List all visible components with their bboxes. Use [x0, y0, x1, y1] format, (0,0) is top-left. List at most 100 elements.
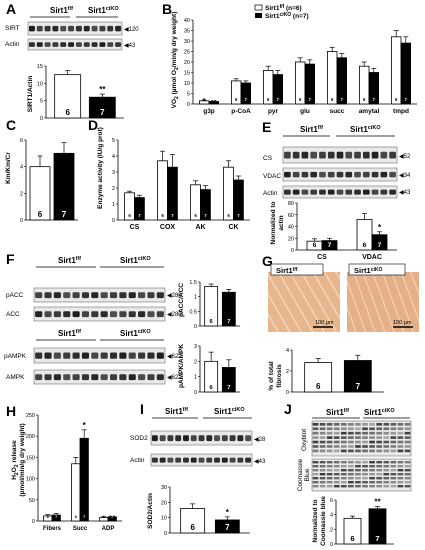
blot-band: [109, 374, 118, 381]
blot-band: [175, 457, 182, 463]
blot-band: [183, 435, 189, 442]
blot-band: [35, 352, 43, 359]
genotype-ff-label: Sirt1f/f: [276, 266, 298, 275]
gel-band: [340, 485, 347, 488]
gel-band: [333, 485, 340, 488]
gel-band: [390, 461, 397, 464]
y-tick-label: 1: [194, 375, 197, 381]
y-tick-label: 150: [26, 455, 35, 461]
chart-g-ylabel: % of totalfibrosis: [268, 361, 283, 390]
gel-band: [319, 465, 326, 468]
n-label: 7: [227, 319, 230, 325]
gel-band: [397, 469, 404, 472]
gel-band: [312, 481, 319, 484]
significance-mark: *: [226, 508, 230, 517]
oxyblot-image: [311, 420, 412, 457]
gel-band: [355, 449, 361, 453]
western-blot-actin: [27, 38, 123, 51]
genotype-ff-label: Sirt1f/f: [58, 329, 81, 338]
blot-band: [336, 171, 344, 178]
legend-label-ff: Sirt1f/f (n=6): [265, 4, 302, 12]
n-label: 6: [313, 242, 317, 249]
blot-band: [44, 352, 52, 359]
blot-band: [151, 435, 158, 442]
blot-band: [301, 171, 309, 178]
blot-band: [301, 151, 309, 159]
gel-band: [348, 427, 354, 431]
n-label: 7: [100, 108, 105, 117]
western-blot-cs: [282, 146, 398, 164]
legend-label-ciko: Sirt1ciKO (n=7): [265, 12, 309, 20]
gel-band: [390, 481, 397, 484]
gel-band: [397, 473, 404, 476]
gel-band: [369, 445, 375, 448]
n-label: 6: [395, 97, 398, 102]
blot-band: [35, 292, 43, 299]
gel-band: [390, 440, 397, 444]
y-tick-label: 100: [26, 477, 35, 483]
blot-band: [198, 457, 205, 463]
significance-mark: **: [99, 85, 106, 94]
blot-band: [190, 435, 197, 442]
gel-band: [312, 449, 319, 453]
n-label: 6: [235, 97, 238, 102]
bar: [71, 463, 81, 522]
blot-band: [336, 151, 344, 159]
y-tick-label: 3: [112, 170, 115, 176]
y-tick-label: 40: [288, 225, 294, 231]
blot-band: [128, 311, 136, 318]
blot-band: [72, 292, 80, 299]
blot-band: [44, 25, 51, 32]
gel-band: [348, 481, 354, 484]
blot-band: [206, 457, 213, 463]
gel-band: [376, 465, 383, 468]
blot-band: [167, 435, 174, 442]
western-blot-vdac: [282, 167, 398, 182]
blot-band: [371, 171, 379, 178]
gel-band: [312, 436, 319, 439]
gel-band: [319, 449, 326, 453]
blot-band: [159, 457, 166, 463]
gel-band: [319, 440, 326, 444]
n-label: 7: [227, 385, 230, 391]
scale-bar-label: 100 µm: [393, 320, 412, 326]
blot-band: [214, 457, 220, 463]
gel-band: [404, 469, 411, 472]
n-label: 7: [237, 213, 240, 218]
y-tick-label: 0: [330, 542, 333, 548]
y-tick-label: 5: [40, 99, 43, 105]
chart-a-ylabel: SIRT1/Actin: [27, 76, 34, 113]
n-label: 7: [62, 210, 67, 219]
significance-mark: *: [83, 421, 87, 430]
gel-band: [355, 481, 361, 484]
x-tick-label: succ: [330, 108, 345, 115]
gel-band: [383, 440, 390, 444]
blot-band: [63, 374, 71, 381]
blot-band: [44, 292, 52, 299]
gel-band: [319, 485, 326, 488]
y-tick-label: 15: [37, 64, 43, 70]
y-tick-label: 50: [29, 498, 35, 504]
genotype-ff-label: Sirt1f/f: [326, 408, 349, 417]
blot-band: [345, 171, 353, 178]
mw-marker-280: ◀280: [167, 293, 182, 299]
gel-band: [362, 485, 368, 488]
n-label: 7: [225, 523, 230, 532]
gel-band: [390, 473, 397, 476]
blot-band: [107, 42, 114, 47]
blot-band: [327, 151, 335, 159]
gel-band: [362, 423, 368, 426]
chart-j: 0 2 4 6 6 7 **: [330, 498, 394, 548]
gel-band: [319, 481, 326, 484]
gel-band: [362, 431, 368, 435]
n-label: 6: [75, 515, 77, 519]
genotype-ciko-label: Sirt1ciKO: [354, 266, 382, 275]
gel-band: [369, 423, 375, 426]
blot-band: [156, 374, 164, 381]
n-label: 6: [331, 97, 334, 102]
gel-band: [333, 477, 340, 480]
gel-band: [369, 440, 375, 444]
gel-band: [348, 461, 354, 464]
y-tick-label: 15: [184, 71, 190, 77]
gel-band: [376, 449, 383, 453]
